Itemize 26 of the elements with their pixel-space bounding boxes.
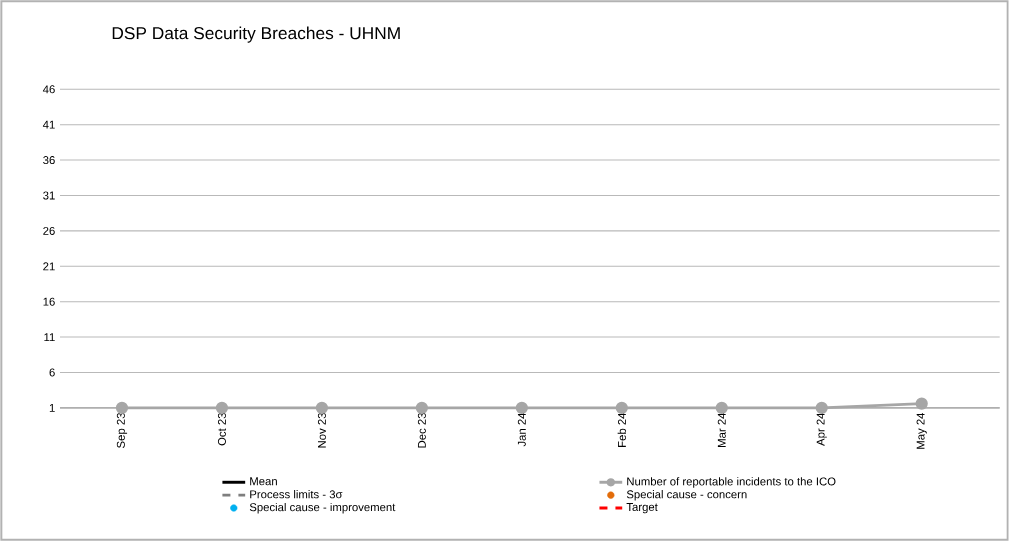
y-tick-label: 31 [43, 191, 55, 200]
x-tick-label: Oct 23 [217, 413, 226, 446]
y-tick-label: 26 [43, 226, 55, 235]
x-tick-label: May 24 [916, 412, 927, 449]
legend-label: Number of reportable incidents to the ICO [627, 477, 836, 488]
legend-label: Target [626, 503, 658, 514]
x-tick-label: Dec 23 [417, 413, 426, 448]
y-tick-label: 16 [43, 297, 55, 306]
x-tick-label: Feb 24 [617, 412, 626, 447]
y-tick-label: 1 [49, 403, 55, 412]
legend-label: Mean [250, 477, 277, 486]
y-tick-label: 11 [44, 333, 55, 341]
chart-title: DSP Data Security Breaches - UHNM [112, 26, 400, 43]
y-tick-label: 41 [42, 120, 55, 129]
x-tick-label: Mar 24 [717, 412, 726, 447]
x-tick-label: Sep 23 [116, 413, 128, 448]
x-tick-label: Jan 24 [517, 412, 526, 447]
x-tick-label: Apr 24 [816, 412, 827, 446]
y-tick-label: 6 [49, 368, 55, 377]
legend-label: Special cause - improvement [249, 502, 396, 514]
y-tick-label: 21 [43, 262, 55, 271]
y-tick-label: 46 [42, 85, 55, 94]
legend-label: Process limits - 3σ [250, 489, 343, 499]
legend-label: Special cause - concern [626, 489, 747, 501]
y-tick-label: 36 [43, 156, 55, 165]
x-tick-label: Nov 23 [317, 413, 326, 448]
